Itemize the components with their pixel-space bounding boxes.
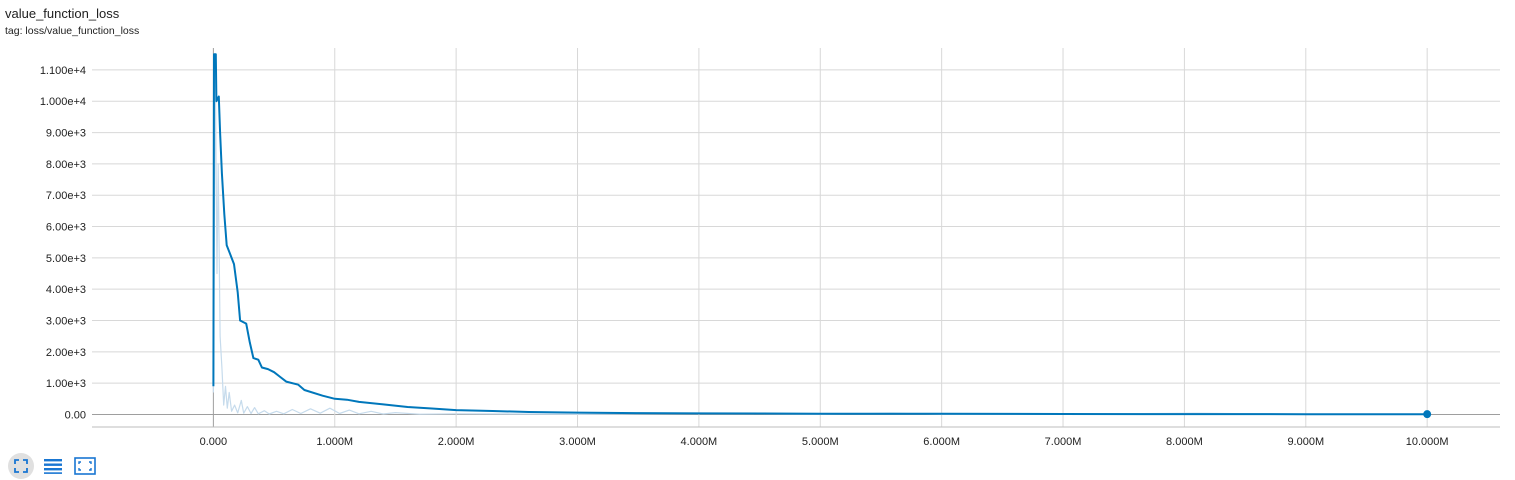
log-scale-lines-icon	[44, 459, 62, 474]
fit-domain-button[interactable]	[8, 453, 34, 479]
last-point-marker	[1423, 410, 1432, 419]
chart-title: value_function_loss	[5, 6, 120, 21]
y-tick-label: 1.000e+4	[40, 96, 86, 108]
series-layer	[212, 53, 1432, 419]
y-tick-label: 0.00	[65, 409, 86, 421]
x-tick-label: 7.000M	[1045, 436, 1082, 448]
expand-chart-icon	[74, 457, 96, 475]
x-tick-label: 8.000M	[1166, 436, 1203, 448]
y-tick-label: 8.00e+3	[46, 159, 86, 171]
y-tick-label: 4.00e+3	[46, 284, 86, 296]
y-tick-label: 7.00e+3	[46, 190, 86, 202]
x-tick-label: 6.000M	[923, 436, 960, 448]
y-tick-label: 9.00e+3	[46, 128, 86, 140]
x-tick-label: 9.000M	[1287, 436, 1324, 448]
x-tick-label: 1.000M	[316, 436, 353, 448]
y-tick-label: 1.100e+4	[40, 65, 86, 77]
log-scale-button[interactable]	[40, 453, 66, 479]
y-tick-label: 6.00e+3	[46, 222, 86, 234]
x-tick-label: 0.000	[200, 436, 228, 448]
grid-layer	[92, 48, 1500, 427]
smoothed-series-line	[212, 53, 1428, 416]
fit-domain-icon	[14, 459, 28, 473]
x-tick-label: 3.000M	[559, 436, 596, 448]
x-tick-label: 10.000M	[1406, 436, 1449, 448]
x-tick-label: 2.000M	[438, 436, 475, 448]
chart-tag: tag: loss/value_function_loss	[5, 25, 140, 37]
x-tick-label: 5.000M	[802, 436, 839, 448]
tick-labels: 0.00 1.00e+3 2.00e+3 3.00e+3 4.00e+3 5.00e+3 6…	[40, 65, 1449, 448]
y-tick-label: 3.00e+3	[46, 316, 86, 328]
expand-chart-button[interactable]	[72, 453, 98, 479]
y-tick-label: 1.00e+3	[46, 378, 86, 390]
x-tick-label: 4.000M	[681, 436, 718, 448]
y-tick-label: 5.00e+3	[46, 253, 86, 265]
loss-line-chart[interactable]: 0.00 1.00e+3 2.00e+3 3.00e+3 4.00e+3 5.00e+3 6…	[0, 0, 1515, 450]
y-tick-label: 2.00e+3	[46, 347, 86, 359]
chart-toolbar	[8, 453, 98, 479]
